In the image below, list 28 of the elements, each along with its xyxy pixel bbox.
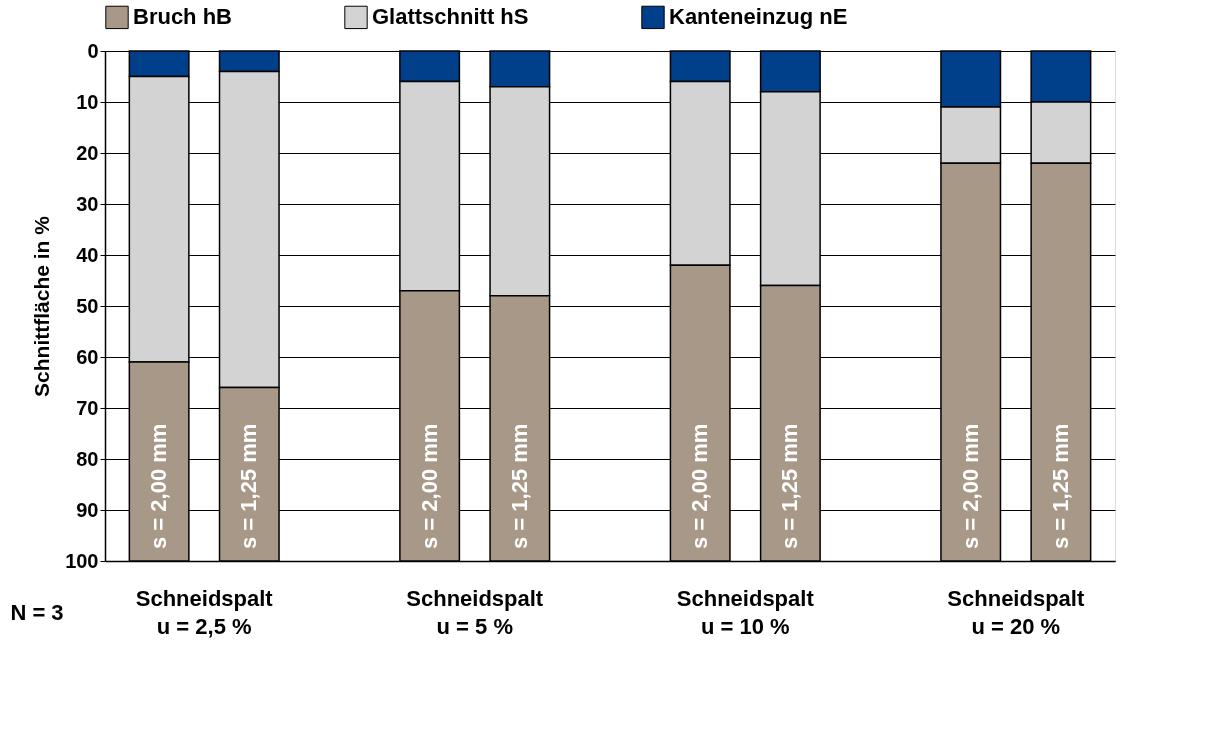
y-tick-label: 100: [65, 549, 99, 572]
y-tick-label: 30: [76, 192, 99, 215]
x-tick-label: s = 2,00 mm: [146, 423, 172, 549]
x-tick-label: s = 1,25 mm: [236, 423, 262, 549]
text: Schneidspalt u = 10 %: [676, 586, 815, 639]
legend-label: Bruch hB: [133, 4, 232, 30]
legend-label: Kanteneinzug nE: [669, 4, 848, 30]
y-axis-title: Schnittfläche in %: [30, 215, 54, 397]
x-tick-label: s = 1,25 mm: [777, 423, 803, 549]
x-tick-label: s = 1,25 mm: [1047, 423, 1073, 549]
y-tick-label: 80: [76, 447, 99, 470]
x-tick-label: s = 1,25 mm: [506, 423, 532, 549]
text: N = 3: [10, 600, 64, 625]
y-tick-label: 50: [76, 294, 99, 317]
text: Schneidspalt u = 5 %: [406, 586, 544, 639]
y-tick-label: 0: [87, 39, 99, 62]
y-tick-label: 20: [76, 141, 99, 164]
x-tick-label: s = 2,00 mm: [957, 423, 983, 549]
legend-label: Glattschnitt hS: [372, 4, 529, 30]
y-tick-label: 90: [76, 498, 99, 521]
x-tick-label: s = 2,00 mm: [416, 423, 442, 549]
y-tick-label: 40: [76, 243, 99, 266]
y-tick-label: 70: [76, 396, 99, 419]
y-tick-label: 10: [76, 90, 99, 113]
text: Schneidspalt u = 2,5 %: [135, 586, 274, 639]
y-tick-label: 60: [76, 345, 99, 368]
text: Schneidspalt u = 20 %: [947, 586, 1085, 639]
x-tick-label: s = 2,00 mm: [687, 423, 713, 549]
